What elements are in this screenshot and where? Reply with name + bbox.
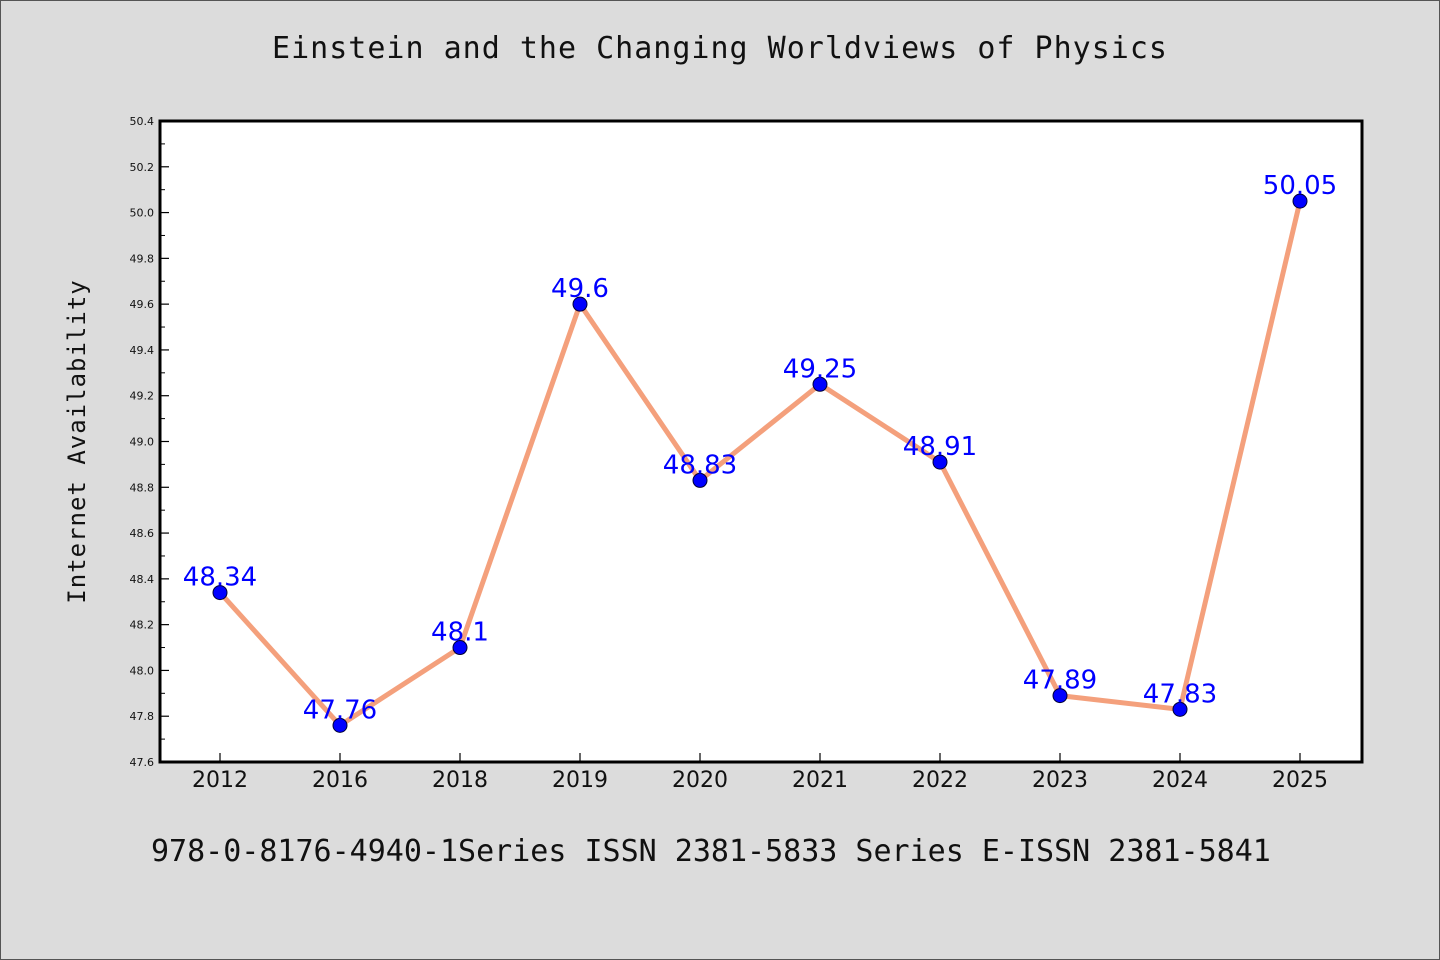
x-tick-label: 2024	[1152, 768, 1208, 793]
chart-title: Einstein and the Changing Worldviews of …	[272, 31, 1168, 66]
footer-isbn-issn: 978-0-8176-4940-1Series ISSN 2381-5833 S…	[151, 834, 1271, 869]
y-tick-label: 50.0	[130, 207, 155, 220]
data-point	[812, 376, 828, 392]
data-label: 48.1	[431, 618, 489, 648]
y-tick-label: 49.8	[130, 252, 155, 265]
data-point	[932, 454, 948, 470]
x-tick-label: 2025	[1272, 768, 1328, 793]
data-label: 47.76	[303, 695, 377, 725]
y-tick-label: 49.2	[130, 390, 155, 403]
y-tick-label: 47.6	[130, 756, 155, 769]
data-point	[572, 296, 588, 312]
data-point	[332, 717, 348, 733]
data-point	[452, 640, 468, 656]
x-tick-label: 2019	[552, 768, 608, 793]
data-label: 49.25	[783, 354, 857, 384]
y-tick-label: 48.4	[130, 573, 155, 586]
data-point	[1052, 688, 1068, 704]
data-label: 48.91	[903, 432, 977, 462]
x-tick-label: 2018	[432, 768, 488, 793]
data-point	[1292, 193, 1308, 209]
y-axis-label: Internet Availability	[63, 279, 91, 603]
y-tick-label: 50.2	[130, 161, 155, 174]
data-label: 49.6	[551, 274, 609, 304]
y-tick-label: 49.4	[130, 344, 155, 357]
data-label: 47.89	[1023, 666, 1097, 696]
data-point	[692, 472, 708, 488]
y-tick-label: 49.6	[130, 298, 155, 311]
data-point	[212, 585, 228, 601]
data-label: 50.05	[1263, 171, 1337, 201]
plot-area	[158, 119, 1364, 764]
series-line	[218, 200, 1303, 728]
data-label: 48.34	[183, 563, 257, 593]
y-tick-label: 47.8	[130, 710, 155, 723]
y-tick-label: 50.4	[130, 115, 155, 128]
x-tick-label: 2021	[792, 768, 848, 793]
y-tick-label: 49.0	[130, 436, 155, 449]
x-tick-label: 2012	[192, 768, 248, 793]
x-tick-label: 2020	[672, 768, 728, 793]
x-tick-label: 2016	[312, 768, 368, 793]
y-tick-label: 48.8	[130, 481, 155, 494]
data-label: 48.83	[663, 450, 737, 480]
data-point	[1172, 701, 1188, 717]
y-tick-label: 48.6	[130, 527, 155, 540]
x-tick-label: 2023	[1032, 768, 1088, 793]
y-tick-label: 48.2	[130, 619, 155, 632]
y-tick-label: 48.0	[130, 664, 155, 677]
data-label: 47.83	[1143, 679, 1217, 709]
x-tick-label: 2022	[912, 768, 968, 793]
